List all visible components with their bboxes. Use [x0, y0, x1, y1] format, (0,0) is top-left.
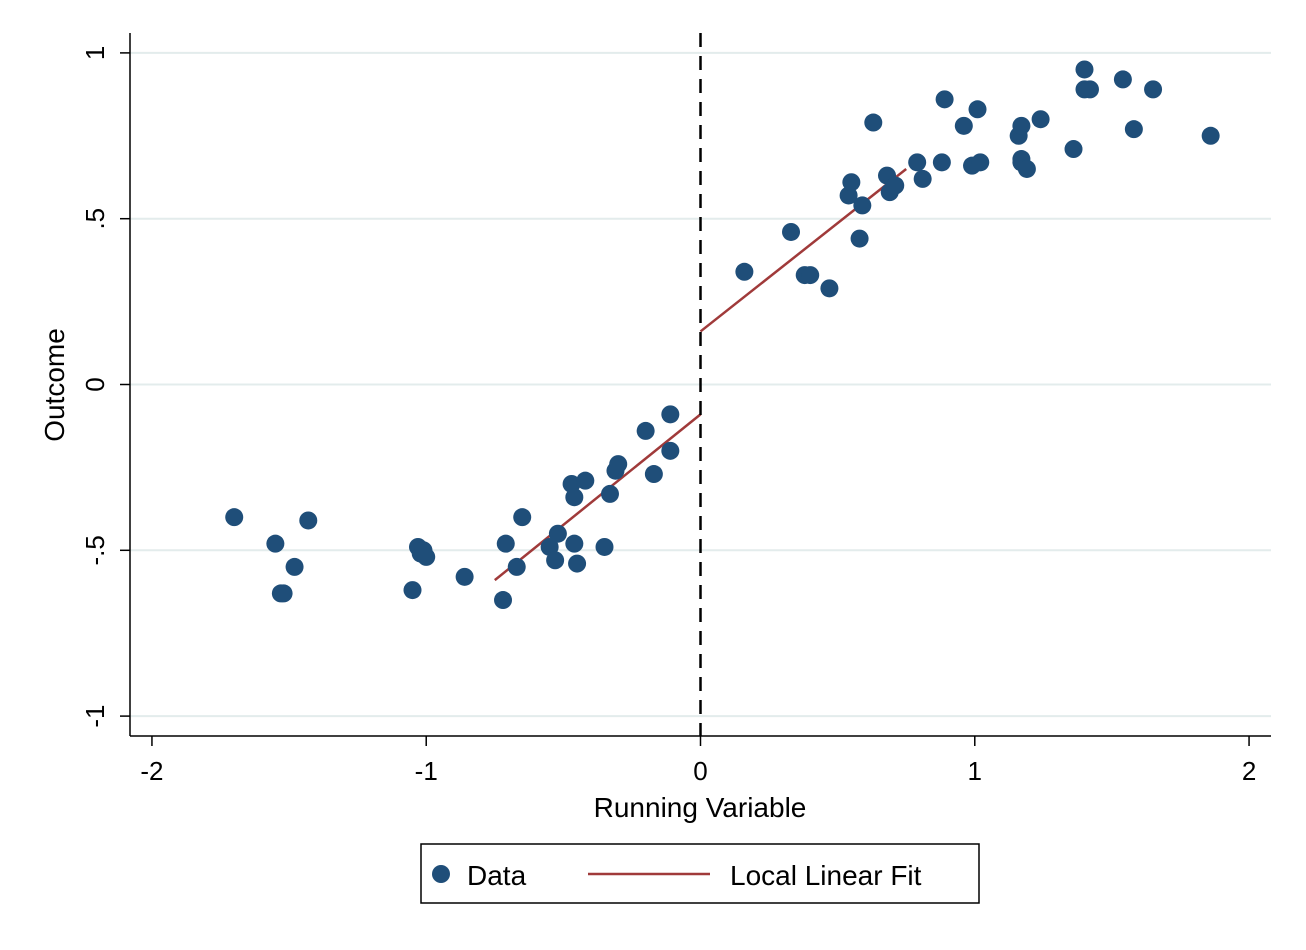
- data-point: [565, 488, 584, 507]
- legend-data-label: Data: [467, 860, 527, 891]
- data-point: [403, 581, 422, 600]
- x-axis-title: Running Variable: [594, 792, 807, 823]
- data-point: [548, 524, 567, 543]
- data-point: [913, 169, 932, 188]
- data-point: [513, 508, 532, 527]
- data-points: [225, 60, 1220, 610]
- x-tick-label: 1: [968, 756, 982, 786]
- data-point: [225, 508, 244, 527]
- y-tick-label: 0: [80, 377, 110, 391]
- data-point: [546, 551, 565, 570]
- x-tick-label: -2: [140, 756, 163, 786]
- data-point: [1144, 80, 1163, 99]
- fit-line-segment: [699, 167, 907, 333]
- data-point: [661, 405, 680, 424]
- y-tick-label: -.5: [80, 535, 110, 565]
- data-point: [568, 554, 587, 573]
- data-point: [842, 173, 861, 192]
- y-tick-label: 1: [80, 46, 110, 60]
- data-point: [1080, 80, 1099, 99]
- legend-data-marker: [432, 865, 450, 883]
- data-point: [595, 537, 614, 556]
- data-point: [908, 153, 927, 172]
- legend-fit-label: Local Linear Fit: [730, 860, 922, 891]
- data-point: [565, 534, 584, 553]
- y-tick-label: -1: [80, 705, 110, 728]
- data-point: [1012, 116, 1031, 135]
- data-point: [850, 229, 869, 248]
- x-tick-label: 2: [1242, 756, 1256, 786]
- data-point: [864, 113, 883, 132]
- data-point: [932, 153, 951, 172]
- data-point: [299, 511, 318, 530]
- tick-labels: -1 -.5 0 .5 1 -2 -1 0 1 2: [80, 46, 1256, 786]
- data-point: [782, 222, 801, 241]
- data-point: [954, 116, 973, 135]
- data-point: [636, 421, 655, 440]
- data-point: [576, 471, 595, 490]
- data-point: [971, 153, 990, 172]
- data-point: [266, 534, 285, 553]
- data-point: [1064, 140, 1083, 159]
- local-linear-fit: [494, 167, 907, 582]
- data-point: [820, 279, 839, 298]
- data-point: [494, 591, 513, 610]
- data-point: [417, 547, 436, 566]
- data-point: [1113, 70, 1132, 89]
- data-point: [609, 455, 628, 474]
- data-point: [735, 262, 754, 281]
- data-point: [644, 465, 663, 484]
- data-point: [1031, 110, 1050, 129]
- data-point: [853, 196, 872, 215]
- data-point: [801, 266, 820, 285]
- data-point: [455, 567, 474, 586]
- data-point: [274, 584, 293, 603]
- data-point: [1124, 120, 1143, 139]
- y-tick-label: .5: [80, 208, 110, 230]
- data-point: [886, 176, 905, 195]
- y-axis-title: Outcome: [39, 328, 70, 442]
- data-point: [1017, 159, 1036, 178]
- legend: Data Local Linear Fit: [420, 843, 980, 904]
- data-point: [285, 557, 304, 576]
- data-point: [935, 90, 954, 109]
- data-point: [1075, 60, 1094, 79]
- x-tick-label: 0: [693, 756, 707, 786]
- data-point: [496, 534, 515, 553]
- data-point: [1201, 126, 1220, 145]
- data-point: [600, 484, 619, 503]
- fit-line-segment: [494, 413, 702, 582]
- data-point: [507, 557, 526, 576]
- data-point: [661, 441, 680, 460]
- x-tick-label: -1: [415, 756, 438, 786]
- data-point: [968, 100, 987, 119]
